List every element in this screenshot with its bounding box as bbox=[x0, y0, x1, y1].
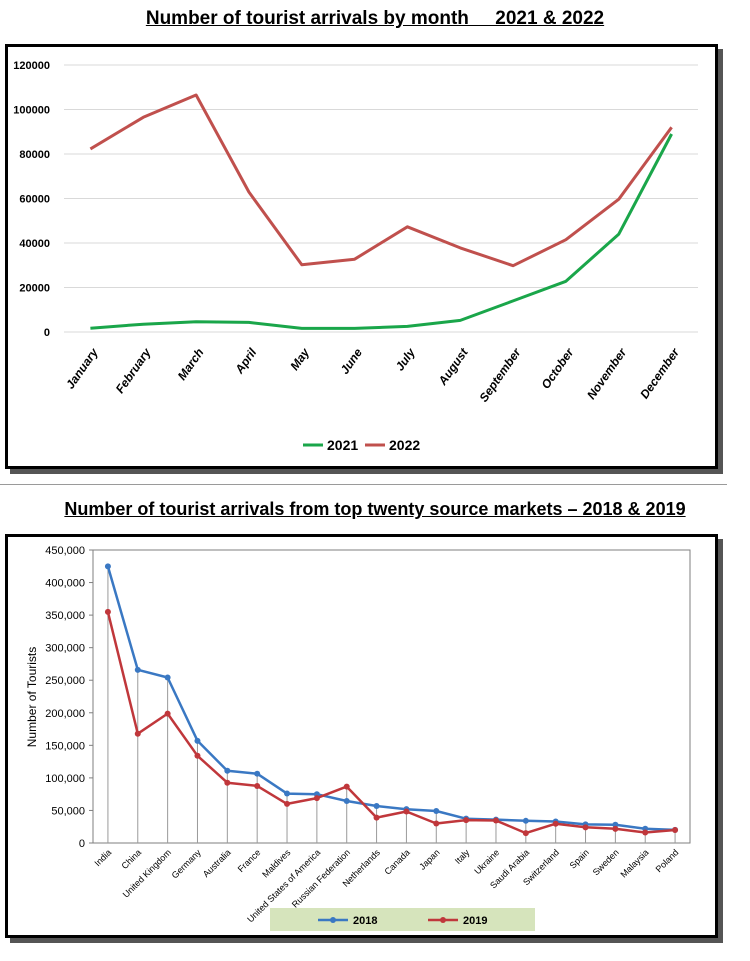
chart1-xtick-label: April bbox=[232, 345, 260, 377]
chart1-series-line-2021 bbox=[90, 133, 673, 330]
chart1-xtick-label: December bbox=[637, 345, 683, 402]
chart1-xtick-label: July bbox=[393, 345, 419, 374]
chart2-xtick-label: Spain bbox=[568, 847, 591, 870]
chart2-legend-marker-2018 bbox=[330, 917, 336, 923]
chart1-ytick-label: 80000 bbox=[19, 149, 50, 161]
chart2-point-2019 bbox=[492, 817, 499, 824]
chart2-point-2019 bbox=[164, 710, 171, 717]
chart2-point-2018 bbox=[373, 802, 380, 809]
chart2-point-2019 bbox=[642, 829, 649, 836]
chart2-point-2019 bbox=[403, 808, 410, 815]
chart2-legend-label-2019: 2019 bbox=[463, 915, 487, 927]
chart2-point-2019 bbox=[134, 730, 141, 737]
chart2-ytick-label: 100,000 bbox=[45, 773, 85, 785]
chart2-point-2018 bbox=[343, 798, 350, 805]
chart2-point-2018 bbox=[522, 817, 529, 824]
chart2-xtick-label: India bbox=[92, 847, 113, 868]
chart2-legend-label-2018: 2018 bbox=[353, 915, 377, 927]
chart2-point-2018 bbox=[284, 790, 291, 797]
chart2-point-2019 bbox=[522, 830, 529, 837]
chart2-ytick-label: 150,000 bbox=[45, 740, 85, 752]
chart2-point-2018 bbox=[164, 674, 171, 681]
chart2-ytick-label: 400,000 bbox=[45, 578, 85, 590]
chart1-legend-label-2022: 2022 bbox=[389, 437, 420, 453]
chart2-xtick-label: Canada bbox=[382, 847, 411, 876]
chart2-point-2019 bbox=[552, 820, 559, 827]
chart1-legend-label-2021: 2021 bbox=[327, 437, 358, 453]
chart1-xtick-label: May bbox=[287, 345, 313, 373]
chart2-point-2018 bbox=[134, 666, 141, 673]
chart2-xtick-label: Ukraine bbox=[472, 847, 501, 876]
chart2-ytick-label: 450,000 bbox=[45, 545, 85, 557]
chart2-plot-area bbox=[92, 549, 691, 844]
chart2-point-2018 bbox=[433, 808, 440, 815]
chart2-point-2019 bbox=[582, 824, 589, 831]
chart1-xtick-label: February bbox=[113, 345, 155, 396]
chart1-xtick-label: September bbox=[476, 345, 524, 405]
chart2-xtick-label: Australia bbox=[201, 847, 233, 879]
chart2-legend-marker-2019 bbox=[440, 917, 446, 923]
chart2-point-2019 bbox=[254, 782, 261, 789]
chart1-xtick-label: August bbox=[435, 345, 471, 389]
chart2-point-2018 bbox=[254, 770, 261, 777]
chart2-ytick-label: 250,000 bbox=[45, 675, 85, 687]
chart2-xtick-label: Malaysia bbox=[618, 847, 650, 879]
chart2-xtick-label: Sweden bbox=[591, 847, 621, 877]
chart2-ytick-label: 200,000 bbox=[45, 708, 85, 720]
chart2-xtick-label: China bbox=[119, 847, 143, 871]
chart2-series-line-2018 bbox=[106, 566, 676, 832]
chart2-point-2019 bbox=[284, 800, 291, 807]
chart1-ytick-label: 120000 bbox=[13, 60, 50, 72]
chart2-point-2019 bbox=[224, 779, 231, 786]
chart2-point-2018 bbox=[194, 737, 201, 744]
chart2-point-2019 bbox=[672, 826, 679, 833]
chart1-xtick-label: June bbox=[338, 345, 366, 376]
chart2-title: Number of tourist arrivals from top twen… bbox=[64, 499, 686, 519]
chart2-xtick-label: Germany bbox=[170, 847, 204, 881]
chart2-ytick-label: 50,000 bbox=[51, 805, 85, 817]
chart2-point-2019 bbox=[343, 783, 350, 790]
chart2-ytick-label: 0 bbox=[79, 838, 85, 850]
chart2-point-2018 bbox=[224, 767, 231, 774]
chart1-ytick-label: 60000 bbox=[19, 194, 50, 206]
chart1-xtick-label: October bbox=[539, 345, 578, 392]
chart2-ytick-label: 350,000 bbox=[45, 610, 85, 622]
chart1-ytick-label: 100000 bbox=[13, 105, 50, 117]
chart1-xtick-label: January bbox=[63, 345, 102, 392]
chart2-xtick-label: France bbox=[236, 847, 263, 874]
chart1-title: Number of tourist arrivals by month 2021… bbox=[145, 8, 605, 29]
chart1-ytick-label: 20000 bbox=[19, 283, 50, 295]
chart1-series-line-2022 bbox=[89, 93, 673, 268]
chart2-xtick-label: Poland bbox=[654, 847, 681, 874]
chart2-frame bbox=[5, 534, 718, 938]
section-divider bbox=[0, 484, 727, 485]
chart2-point-2018 bbox=[104, 563, 111, 570]
chart2-ytick-label: 300,000 bbox=[45, 643, 85, 655]
chart2-xtick-label: Italy bbox=[453, 847, 472, 866]
chart2-point-2019 bbox=[463, 817, 470, 824]
chart2-point-2019 bbox=[104, 608, 111, 615]
chart2-xtick-label: Japan bbox=[417, 847, 441, 871]
chart1-ytick-label: 0 bbox=[44, 327, 50, 339]
chart2-y-axis-label: Number of Tourists bbox=[25, 647, 39, 747]
chart2-point-2019 bbox=[194, 752, 201, 759]
chart2-point-2019 bbox=[612, 825, 619, 832]
chart1-xtick-label: November bbox=[584, 345, 630, 402]
chart2-point-2019 bbox=[433, 820, 440, 827]
chart1-ytick-label: 40000 bbox=[19, 238, 50, 250]
chart1-xtick-label: March bbox=[175, 346, 207, 383]
chart2-point-2019 bbox=[313, 795, 320, 802]
chart2-legend-box bbox=[270, 908, 535, 931]
chart2-series-line-2019 bbox=[106, 611, 676, 835]
chart2-point-2019 bbox=[373, 814, 380, 821]
